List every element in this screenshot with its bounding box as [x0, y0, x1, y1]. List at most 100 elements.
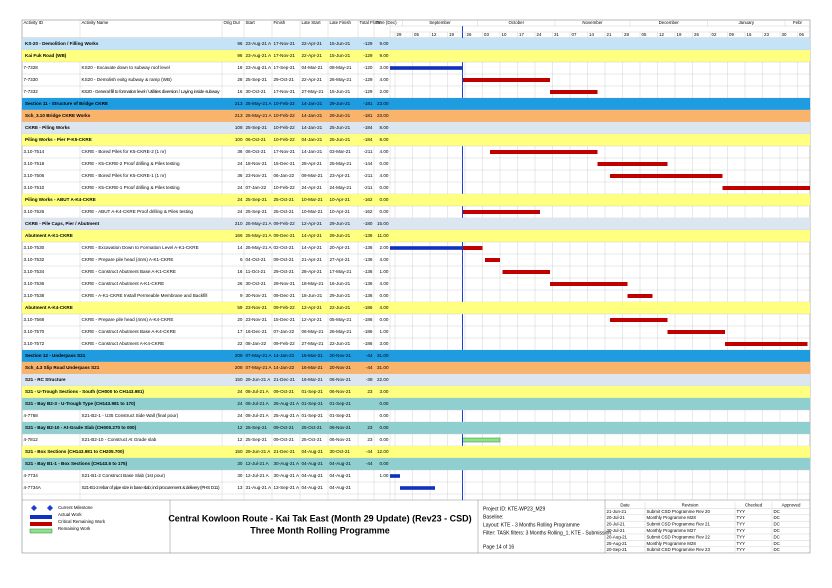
cell-float: -136: [363, 269, 373, 274]
cell-id: 3.10-7514: [24, 149, 45, 154]
cell-late-finish: 16-Jun-21: [330, 281, 351, 286]
cell-start: 30-Oct-21: [246, 281, 267, 286]
row-band: [22, 350, 810, 362]
cell-float: -186: [363, 317, 373, 322]
cell-late-finish: 30-Oct-21: [330, 449, 351, 454]
cell-start: 16-Dec-21: [246, 329, 268, 334]
cell-twe: 9.00: [380, 41, 389, 46]
cell-start: 23-Nov-21: [246, 173, 268, 178]
footer-page: Page 14 of 16: [483, 544, 514, 550]
week-label: 19: [677, 32, 682, 37]
critical-bar: [550, 90, 598, 94]
cell-dur: 24: [237, 401, 243, 406]
cell-finish: 09-Oct-21: [274, 257, 295, 262]
cell-name: CKRE - Prepare pile head (4nrs) A-K4-CKR…: [82, 317, 174, 322]
cell-dur: 24: [237, 413, 243, 418]
cell-finish: 09-Dec-21: [274, 293, 296, 298]
cell-twe: 8.00: [380, 125, 389, 130]
cell-late-start: 12-Apr-21: [302, 317, 323, 322]
cell-dur: 26: [237, 281, 243, 286]
cell-name: S21-B2-1 - U35 Construct Side Wall (fina…: [82, 413, 179, 418]
cell-finish: 14-Jan-22: [274, 353, 295, 358]
cell-float: -162: [363, 209, 373, 214]
cell-dur: 36: [237, 149, 243, 154]
cell-float: -129: [363, 89, 373, 94]
cell-finish: 10-Feb-22: [274, 113, 296, 118]
revision-cell: TYY: [737, 547, 746, 552]
legend-milestone: [47, 505, 53, 511]
cell-id: 3.10-7572: [24, 341, 45, 346]
column-header: Activity Name: [82, 20, 109, 25]
cell-dur: 59: [237, 305, 243, 310]
cell-id: 3.10-7570: [24, 329, 45, 334]
cell-late-finish: 29-Jun-21: [330, 113, 351, 118]
cell-late-start: 14-Jan-21: [302, 125, 323, 130]
column-header: Total Float: [360, 20, 381, 25]
cell-late-finish: 15-Jun-21: [330, 41, 351, 46]
week-label: 26: [694, 32, 699, 37]
cell-start: 29-Jun-21 A: [246, 449, 272, 454]
cell-float: -136: [363, 293, 373, 298]
cell-twe: 11.00: [377, 233, 389, 238]
cell-late-finish: 10-Apr-21: [330, 209, 351, 214]
revision-header: Revision: [682, 502, 699, 507]
cell-late-finish: 29-Jun-21: [330, 101, 351, 106]
cell-start: 25-May-21 A: [246, 221, 273, 226]
cell-dur: 96: [237, 53, 243, 58]
remaining-bar: [462, 437, 501, 443]
cell-twe: 4.00: [380, 305, 389, 310]
cell-name: CKRE - Construct Abutment A-K4-CKRE: [82, 341, 165, 346]
cell-finish: 29-Oct-21: [274, 269, 295, 274]
cell-late-finish: 06-Nov-21: [330, 377, 352, 382]
cell-late-finish: 06-Nov-21: [330, 389, 352, 394]
cell-dur: 24: [237, 161, 243, 166]
cell-start: 23-Nov-21: [246, 317, 268, 322]
row-band: [22, 422, 810, 434]
revision-cell: DC: [774, 541, 780, 546]
cell-late-start: 01-Sep-21: [302, 413, 324, 418]
legend-label: Actual Work: [58, 512, 82, 517]
cell-start: 29-Jun-21 A: [246, 377, 272, 382]
cell-id: 3.10-7526: [24, 209, 45, 214]
cell-late-start: 22-Apr-21: [302, 41, 323, 46]
month-label: Febr: [793, 20, 803, 25]
column-header: TWe (Dec): [376, 20, 398, 25]
actual-bar: [400, 486, 435, 490]
cell-name: S21 - Bay B1-1 - Box Sections (CH143.5 t…: [25, 461, 128, 466]
cell-start: 06-Oct-21: [246, 137, 267, 142]
cell-late-finish: 29-Jun-21: [330, 293, 351, 298]
cell-float: -181: [363, 113, 373, 118]
cell-start: 12-Jul-21 A: [246, 461, 270, 466]
cell-start: 25-May-21 A: [246, 113, 273, 118]
column-header: Orig Dur: [224, 20, 241, 25]
critical-bar: [722, 186, 810, 190]
cell-late-start: 14-Jan-21: [302, 113, 323, 118]
cell-late-finish: 17-May-21: [330, 269, 352, 274]
cell-dur: 13: [237, 485, 243, 490]
week-label: 29: [397, 32, 402, 37]
cell-dur: 30: [237, 473, 243, 478]
cell-dur: 166: [235, 233, 243, 238]
cell-start: 25-Sep-21: [246, 437, 268, 442]
cell-name: Kai Fuk Road (WB): [25, 53, 67, 58]
actual-bar: [390, 474, 400, 478]
cell-start: 23-Aug-21 A: [246, 53, 272, 58]
cell-start: 23-Nov-21: [246, 305, 268, 310]
cell-float: -184: [363, 137, 373, 142]
week-label: 19: [449, 32, 454, 37]
cell-twe: 0.00: [380, 401, 389, 406]
cell-start: 30-Oct-21: [246, 89, 267, 94]
cell-twe: 23.00: [377, 101, 389, 106]
cell-twe: 23.00: [377, 113, 389, 118]
cell-start: 04-Oct-21: [246, 257, 267, 262]
cell-twe: 0.00: [380, 209, 389, 214]
row-band: [22, 398, 810, 410]
cell-late-finish: 15-Jun-21: [330, 53, 351, 58]
month-label: September: [429, 20, 451, 25]
cell-dur: 6: [240, 257, 243, 262]
cell-float: -129: [363, 53, 373, 58]
cell-late-start: 14-Apr-21: [302, 245, 323, 250]
row-band: [22, 458, 810, 470]
cell-start: 25-May-21 A: [246, 233, 273, 238]
cell-id: 3.10-7510: [24, 185, 45, 190]
